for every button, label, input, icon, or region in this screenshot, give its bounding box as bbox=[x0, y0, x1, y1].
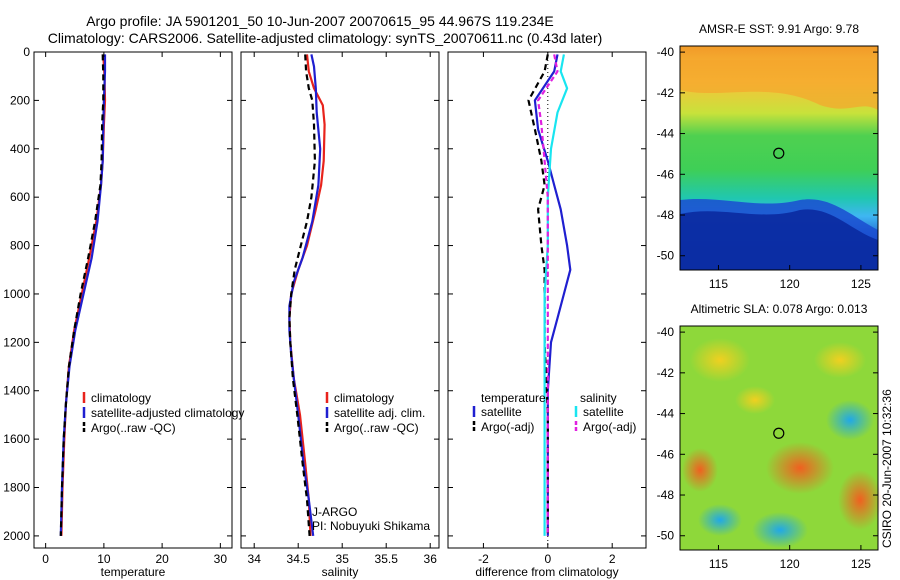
x-tick-label: 34.5 bbox=[287, 552, 311, 566]
sla-anomaly bbox=[826, 400, 874, 440]
series-line bbox=[59, 54, 107, 536]
x-tick-label: 0 bbox=[42, 552, 49, 566]
y-tick-label: 2000 bbox=[3, 529, 30, 543]
x-tick-label: 2 bbox=[609, 552, 616, 566]
x-tick-label: 36 bbox=[424, 552, 438, 566]
y-tick-label: -40 bbox=[657, 325, 675, 339]
x-tick-label: 125 bbox=[851, 277, 871, 291]
y-tick-label: 400 bbox=[10, 142, 30, 156]
x-tick-label: 115 bbox=[709, 277, 728, 291]
plot-frame bbox=[447, 51, 647, 549]
x-axis-label: salinity bbox=[322, 565, 359, 579]
x-tick-label: 35 bbox=[336, 552, 350, 566]
x-tick-label: 0 bbox=[544, 552, 551, 566]
pi-label: PI: Nobuyuki Shikama bbox=[312, 519, 430, 533]
map-frame bbox=[679, 325, 879, 551]
y-tick-label: 1600 bbox=[3, 432, 30, 446]
y-tick-label: -40 bbox=[657, 45, 675, 59]
sla-anomaly bbox=[735, 386, 775, 414]
legend-label: Argo(-adj) bbox=[481, 420, 534, 434]
x-tick-label: 115 bbox=[709, 557, 728, 571]
x-tick-label: 120 bbox=[780, 277, 800, 291]
salinity-panel: 34 34.5 35 35.5 36 salinity climatologysatelli… bbox=[240, 51, 440, 579]
title-line-1: Argo profile: JA 5901201_50 10-Jun-2007 … bbox=[86, 13, 554, 29]
y-tick-label: 1200 bbox=[3, 335, 30, 349]
legend-label: climatology bbox=[334, 391, 394, 405]
x-tick-label: 35.5 bbox=[375, 552, 399, 566]
series-line bbox=[536, 54, 559, 536]
y-tick-label: -42 bbox=[657, 86, 675, 100]
y-tick-label: -46 bbox=[657, 167, 675, 181]
series-line bbox=[543, 54, 569, 536]
y-tick-label: -50 bbox=[657, 529, 675, 543]
y-tick-label: -46 bbox=[657, 447, 675, 461]
sla-anomaly bbox=[766, 442, 834, 494]
sla-anomaly bbox=[838, 470, 882, 530]
map-title: Altimetric SLA: 0.078 Argo: 0.013 bbox=[691, 302, 868, 316]
y-tick-label: -50 bbox=[657, 249, 675, 263]
x-tick-label: 34 bbox=[248, 552, 262, 566]
legend-label: Argo(..raw -QC) bbox=[334, 421, 419, 435]
y-tick-label: -48 bbox=[657, 488, 675, 502]
map-frame bbox=[679, 45, 879, 271]
plot-frame bbox=[240, 51, 440, 549]
argo-position-marker bbox=[773, 427, 785, 439]
x-tick-label: 10 bbox=[97, 552, 111, 566]
y-tick-label: -48 bbox=[657, 208, 675, 222]
y-tick-label: -44 bbox=[657, 127, 675, 141]
legend-title-temperature: temperature bbox=[481, 391, 546, 405]
sla-anomaly bbox=[698, 504, 742, 536]
y-tick-label: 600 bbox=[10, 190, 30, 204]
argo-position-marker bbox=[773, 147, 785, 159]
x-tick-label: 20 bbox=[155, 552, 169, 566]
sla-map: Altimetric SLA: 0.078 Argo: 0.013 115 120 1… bbox=[657, 302, 882, 571]
legend-title-salinity: salinity bbox=[580, 391, 617, 405]
y-tick-label: 0 bbox=[23, 45, 30, 59]
legend-label: Argo(-adj) bbox=[583, 420, 636, 434]
y-tick-label: 1800 bbox=[3, 481, 30, 495]
sla-anomaly bbox=[814, 342, 866, 378]
x-tick-label: 30 bbox=[214, 552, 228, 566]
title-line-2: Climatology: CARS2006. Satellite-adjuste… bbox=[48, 30, 603, 46]
legend-label: satellite bbox=[481, 405, 522, 419]
y-tick-label: 1000 bbox=[3, 287, 30, 301]
plot-frame bbox=[33, 51, 233, 549]
agency-label: J-ARGO bbox=[312, 505, 357, 519]
sst-map: AMSR-E SST: 9.91 Argo: 9.78 115 120 125 -40 -… bbox=[657, 22, 879, 291]
y-tick-label: 800 bbox=[10, 239, 30, 253]
sla-anomaly bbox=[682, 448, 718, 492]
legend-label: Argo(..raw -QC) bbox=[91, 421, 176, 435]
legend-label: satellite bbox=[583, 405, 624, 419]
legend-label: satellite adj. clim. bbox=[334, 406, 425, 420]
y-tick-label: -44 bbox=[657, 407, 675, 421]
x-tick-label: 125 bbox=[851, 557, 871, 571]
series-line bbox=[59, 54, 105, 536]
y-tick-label: 1400 bbox=[3, 384, 30, 398]
x-tick-label: 120 bbox=[780, 557, 800, 571]
side-timestamp: CSIRO 20-Jun-2007 10:32:36 bbox=[880, 389, 894, 548]
legend-label: satellite-adjusted climatology bbox=[91, 406, 244, 420]
y-tick-label: -42 bbox=[657, 366, 675, 380]
series-line bbox=[288, 54, 316, 536]
x-axis-label: temperature bbox=[101, 565, 166, 579]
sla-anomaly bbox=[752, 512, 808, 548]
sst-cold-core bbox=[680, 209, 878, 270]
x-tick-label: -2 bbox=[478, 552, 489, 566]
series-line bbox=[288, 54, 326, 536]
y-tick-label: 200 bbox=[10, 93, 30, 107]
sst-warm-band bbox=[680, 60, 878, 110]
temperature-panel: 0 10 20 30 temperature 0 200 400 600 800 1000 1200 1… bbox=[3, 45, 244, 579]
sla-anomaly bbox=[690, 338, 750, 382]
legend-label: climatology bbox=[91, 391, 151, 405]
map-title: AMSR-E SST: 9.91 Argo: 9.78 bbox=[699, 22, 859, 36]
series-line bbox=[533, 54, 572, 536]
x-axis-label: difference from climatology bbox=[475, 565, 618, 579]
